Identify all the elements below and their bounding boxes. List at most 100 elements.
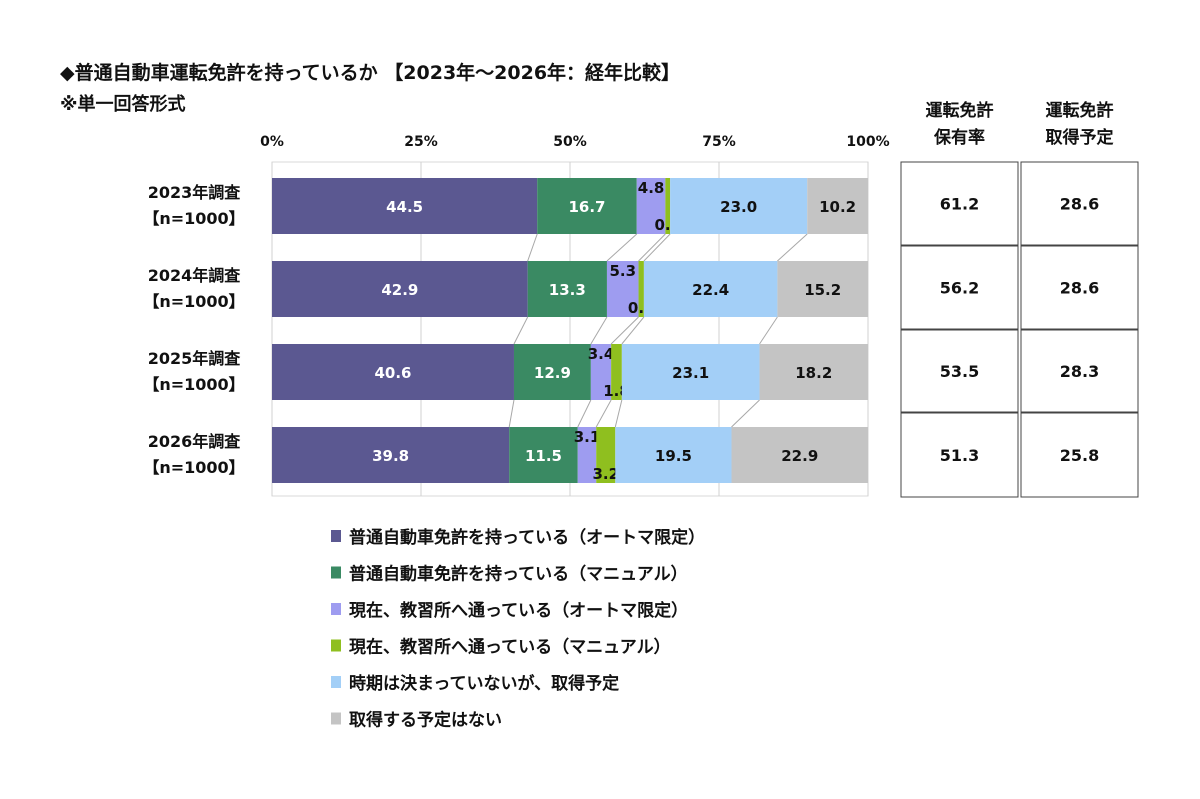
legend-swatch: [331, 566, 341, 579]
table-header-line2: 取得予定: [1046, 127, 1114, 148]
table-cell-value: 53.5: [940, 362, 979, 381]
data-label: 5.3: [609, 262, 636, 280]
bar-segment: [577, 427, 597, 483]
series-connector: [606, 233, 638, 262]
data-label: 40.6: [374, 364, 411, 382]
series-connector: [527, 233, 538, 262]
data-label: 13.3: [549, 281, 586, 299]
table-cell: [900, 245, 1019, 330]
table-cell: [900, 161, 1019, 246]
data-label: 3.2: [592, 465, 619, 483]
series-connector: [643, 233, 671, 262]
series-connector: [638, 233, 666, 262]
legend-swatch: [331, 676, 341, 688]
category-label-n: 【n=1000】: [143, 458, 244, 477]
legend-swatch: [331, 530, 341, 542]
table-cell-value: 51.3: [940, 446, 979, 465]
series-connector: [777, 233, 808, 262]
data-label: 12.9: [534, 364, 571, 382]
table-cell: [900, 329, 1019, 413]
category-label-n: 【n=1000】: [143, 375, 244, 394]
data-label: 39.8: [372, 447, 409, 465]
table-cell-value: 61.2: [940, 195, 979, 214]
bar-segment: [777, 261, 868, 317]
category-label-year: 2026年調査: [148, 432, 241, 451]
table-header-line2: 保有率: [933, 127, 985, 148]
series-connector: [513, 316, 529, 345]
category-label-n: 【n=1000】: [143, 209, 244, 228]
data-label: 22.9: [781, 447, 818, 465]
legend-swatch: [331, 639, 341, 652]
chart-subtitle: ※単一回答形式: [60, 94, 186, 115]
data-label: 11.5: [525, 447, 562, 465]
series-connector: [731, 399, 760, 428]
series-connector: [577, 399, 592, 428]
data-label: 23.1: [672, 364, 709, 382]
bar-segment: [807, 178, 868, 234]
table-cell: [900, 412, 1019, 498]
table-cell: [1020, 329, 1139, 413]
bar-segment: [621, 344, 760, 400]
table-cell-value: 28.6: [1060, 279, 1099, 298]
bar-segment: [590, 344, 612, 400]
data-label: 15.2: [804, 281, 841, 299]
legend-swatch: [331, 712, 341, 725]
bar-segment: [638, 261, 644, 317]
bar-segment: [643, 261, 778, 317]
table-cell: [1020, 161, 1139, 246]
legend-label: 現在、教習所へ通っている（オートマ限定）: [349, 600, 688, 621]
table-header-line1: 運転免許: [926, 100, 994, 121]
category-label-year: 2024年調査: [148, 266, 241, 285]
series-connector: [590, 316, 608, 345]
series-connector: [614, 399, 623, 428]
series-connector: [508, 399, 515, 428]
table-cell-value: 28.6: [1060, 195, 1099, 214]
table-cell-value: 25.8: [1060, 446, 1099, 465]
legend-swatch: [331, 603, 341, 615]
legend-label: 普通自動車免許を持っている（オートマ限定）: [349, 527, 705, 548]
bar-segment: [596, 427, 616, 483]
table-header-line1: 運転免許: [1046, 100, 1114, 121]
category-label-n: 【n=1000】: [143, 292, 244, 311]
category-label-year: 2023年調査: [148, 183, 241, 202]
series-connector: [621, 316, 645, 345]
data-label: 3.1: [574, 428, 601, 446]
series-connector: [610, 316, 639, 345]
data-label: 19.5: [655, 447, 692, 465]
x-tick-label: 25%: [404, 134, 438, 150]
series-connector: [759, 316, 778, 345]
bar-segment: [670, 178, 808, 234]
table-cell-value: 28.3: [1060, 362, 1099, 381]
data-label: 3.4: [588, 345, 615, 363]
bar-segment: [272, 178, 538, 234]
bar-segment: [759, 344, 868, 400]
data-label: 42.9: [381, 281, 418, 299]
legend-label: 取得する予定はない: [349, 710, 502, 731]
bar-segment: [606, 261, 639, 317]
data-label: 16.7: [568, 198, 605, 216]
bar-segment: [272, 344, 514, 400]
table-cell-value: 56.2: [940, 279, 979, 298]
table-cell: [1020, 245, 1139, 330]
bar-segment: [731, 427, 868, 483]
bar-segment: [615, 427, 732, 483]
legend-label: 時期は決まっていないが、取得予定: [349, 673, 619, 694]
legend-label: 現在、教習所へ通っている（マニュアル）: [349, 637, 671, 658]
bar-segment: [636, 178, 666, 234]
category-label-year: 2025年調査: [148, 349, 241, 368]
bar-segment: [537, 178, 637, 234]
x-tick-label: 50%: [553, 134, 587, 150]
data-label: 10.2: [819, 198, 856, 216]
bar-segment: [527, 261, 607, 317]
bar-segment: [513, 344, 591, 400]
bar-segment: [611, 344, 622, 400]
x-tick-label: 100%: [846, 134, 889, 150]
bar-segment: [272, 427, 510, 483]
bar-segment: [665, 178, 671, 234]
data-label: 23.0: [720, 198, 757, 216]
series-connector: [595, 399, 612, 428]
x-tick-label: 0%: [260, 134, 284, 150]
data-label: 22.4: [692, 281, 729, 299]
legend-label: 普通自動車免許を持っている（マニュアル）: [349, 564, 688, 585]
